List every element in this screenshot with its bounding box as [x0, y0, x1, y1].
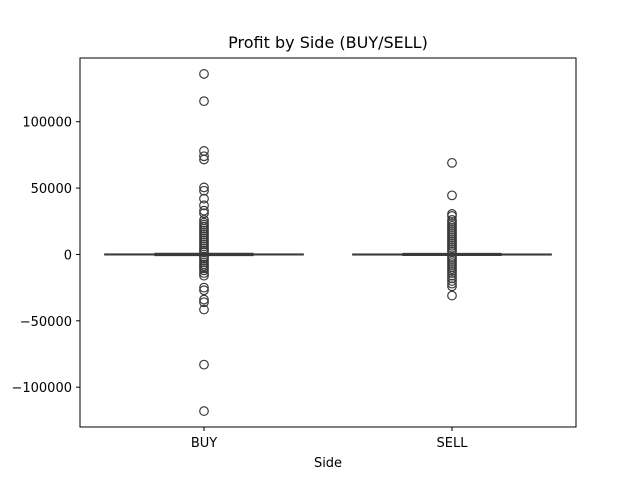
outlier-point [199, 185, 209, 196]
outlier-point [447, 157, 457, 168]
x-tick-label: SELL [437, 436, 469, 451]
outlier-point [447, 273, 457, 284]
outlier-point [199, 200, 209, 211]
outlier-point [447, 268, 457, 278]
box-buy [104, 69, 304, 416]
outlier-point [199, 182, 209, 193]
outlier-point [447, 211, 457, 221]
plot-area-frame [79, 57, 577, 428]
x-tick-label: BUY [191, 436, 217, 451]
outlier-point [199, 69, 209, 79]
box-series-group [104, 69, 552, 416]
outlier-point [199, 297, 209, 308]
outlier-point [199, 285, 209, 296]
outlier-point [199, 304, 209, 315]
y-axis: −100000 −50000 0 50000 100000 [11, 116, 80, 396]
y-tick-label: −50000 [20, 315, 72, 330]
outlier-point [447, 281, 457, 292]
x-axis-label: Side [314, 456, 342, 471]
outlier-point [447, 246, 457, 257]
outlier-point [199, 208, 209, 219]
outlier-point [447, 190, 457, 201]
outlier-point [199, 154, 209, 165]
outlier-point [199, 294, 209, 305]
outlier-point [199, 193, 209, 204]
outlier-point [447, 278, 457, 289]
outlier-point [199, 205, 209, 216]
y-tick-label: 0 [64, 248, 72, 263]
outlier-point [199, 270, 209, 281]
outlier-point [447, 290, 457, 301]
y-tick-label: 100000 [22, 116, 72, 131]
y-tick-label: 50000 [31, 182, 72, 197]
outlier-point [199, 406, 209, 416]
outlier-point [447, 270, 457, 281]
outlier-point [199, 359, 209, 370]
outlier-point [199, 265, 209, 276]
outlier-point [199, 268, 209, 278]
y-tick-label: −100000 [11, 381, 72, 396]
x-axis: BUY SELL [191, 427, 468, 451]
chart-title: Profit by Side (BUY/SELL) [228, 33, 428, 52]
outlier-point [447, 276, 457, 286]
outlier-point [199, 282, 209, 293]
box-sell [352, 157, 552, 301]
outlier-point [199, 96, 209, 107]
outlier-point [199, 151, 209, 162]
